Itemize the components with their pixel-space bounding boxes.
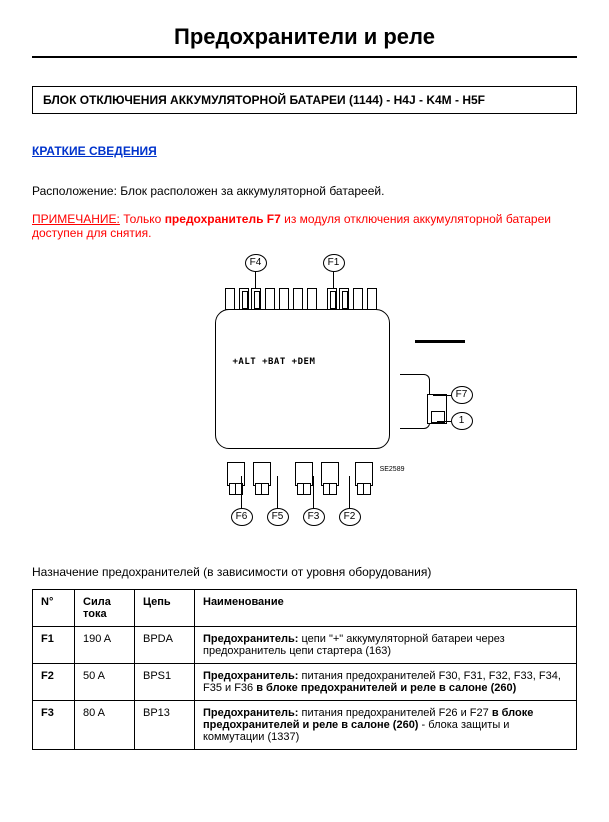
bottom-connector (253, 462, 271, 486)
side-plug (427, 394, 447, 424)
callout-f1: F1 (323, 254, 345, 272)
note-line: ПРИМЕЧАНИЕ: Только предохранитель F7 из … (32, 212, 577, 240)
top-connector (307, 288, 317, 310)
cell-circuit: BPS1 (135, 664, 195, 701)
top-connector (353, 288, 363, 310)
cell-n: F3 (33, 701, 75, 750)
location-label: Расположение: (32, 184, 117, 198)
top-connector (339, 288, 349, 310)
desc-mid: питания предохранителей F26 и F27 (298, 707, 491, 719)
table-row: F1 190 A BPDA Предохранитель: цепи "+" а… (33, 627, 577, 664)
diagram-container: F4 F1 +ALT +BAT +DEM F7 1 F (32, 254, 577, 537)
bottom-connector (321, 462, 339, 486)
desc-pre: Предохранитель: (203, 633, 298, 645)
col-amp: Сила тока (75, 590, 135, 627)
callout-1: 1 (451, 412, 473, 430)
note-bold: предохранитель F7 (165, 212, 281, 226)
cell-n-text: F3 (41, 707, 54, 719)
cell-n-text: F2 (41, 670, 54, 682)
callout-f4: F4 (245, 254, 267, 272)
bottom-connector (355, 462, 373, 486)
section-heading-box: БЛОК ОТКЛЮЧЕНИЯ АККУМУЛЯТОРНОЙ БАТАРЕИ (… (32, 86, 577, 114)
callout-f5: F5 (267, 508, 289, 526)
col-desc: Наименование (195, 590, 577, 627)
location-text: Блок расположен за аккумуляторной батаре… (120, 184, 384, 198)
cell-circuit: BP13 (135, 701, 195, 750)
col-circuit: Цепь (135, 590, 195, 627)
bottom-connector (295, 462, 313, 486)
fuse-box-diagram: F4 F1 +ALT +BAT +DEM F7 1 F (155, 254, 455, 534)
lead-line (241, 476, 242, 508)
table-caption: Назначение предохранителей (в зависимост… (32, 565, 577, 579)
lead-line (313, 476, 314, 508)
top-connector (327, 288, 337, 310)
table-row: F3 80 A BP13 Предохранитель: питания пре… (33, 701, 577, 750)
cell-desc: Предохранитель: питания предохранителей … (195, 664, 577, 701)
note-pre: Только (123, 212, 164, 226)
cell-circuit: BPDA (135, 627, 195, 664)
cell-desc: Предохранитель: цепи "+" аккумуляторной … (195, 627, 577, 664)
cell-desc: Предохранитель: питания предохранителей … (195, 701, 577, 750)
top-connector (293, 288, 303, 310)
brief-info-link[interactable]: КРАТКИЕ СВЕДЕНИЯ (32, 144, 157, 158)
table-row: F2 50 A BPS1 Предохранитель: питания пре… (33, 664, 577, 701)
cell-n: F1 (33, 627, 75, 664)
note-label: ПРИМЕЧАНИЕ: (32, 212, 120, 226)
top-connector (251, 288, 261, 310)
lead-line (349, 476, 350, 508)
desc-pre: Предохранитель: (203, 707, 298, 719)
desc-pre: Предохранитель: (203, 670, 298, 682)
callout-f6: F6 (231, 508, 253, 526)
page-title: Предохранители и реле (32, 24, 577, 58)
module-body (215, 309, 390, 449)
location-line: Расположение: Блок расположен за аккумул… (32, 184, 577, 198)
top-connector (265, 288, 275, 310)
callout-f7: F7 (451, 386, 473, 404)
cell-n: F2 (33, 664, 75, 701)
top-connector (239, 288, 249, 310)
wire (415, 340, 465, 342)
desc-bold2: в блоке предохранителей и реле в салоне … (256, 682, 516, 694)
top-connector (367, 288, 377, 310)
lead-line (437, 421, 451, 422)
fuse-table: N° Сила тока Цепь Наименование F1 190 A … (32, 589, 577, 750)
diagram-ref: SE2589 (380, 466, 405, 473)
lead-line (433, 395, 451, 396)
table-header-row: N° Сила тока Цепь Наименование (33, 590, 577, 627)
cell-n-text: F1 (41, 633, 54, 645)
col-n: N° (33, 590, 75, 627)
cell-amp: 50 A (75, 664, 135, 701)
top-connector (279, 288, 289, 310)
lead-line (277, 476, 278, 508)
top-connector (225, 288, 235, 310)
callout-f2: F2 (339, 508, 361, 526)
cell-amp: 190 A (75, 627, 135, 664)
cell-amp: 80 A (75, 701, 135, 750)
callout-f3: F3 (303, 508, 325, 526)
bottom-connector (227, 462, 245, 486)
side-arm (400, 374, 430, 429)
module-inner-labels: +ALT +BAT +DEM (233, 357, 316, 367)
